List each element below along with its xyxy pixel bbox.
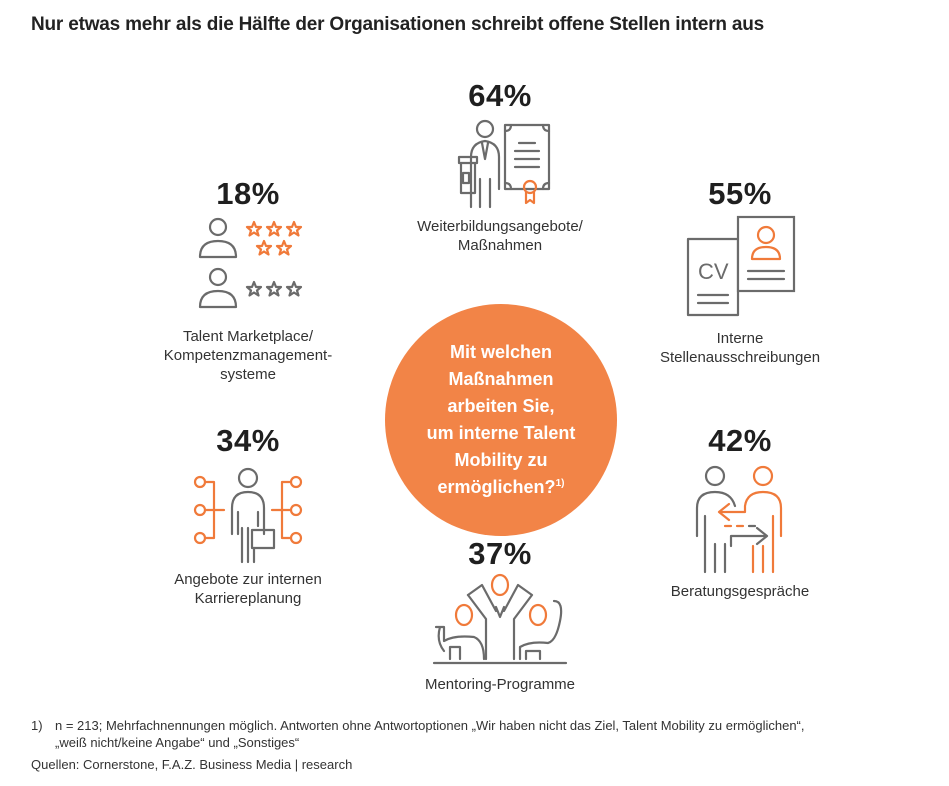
question-line: um interne Talent [426,423,576,443]
item-interne-stellen: 55% CV Interne Stellenausschreibungen [630,178,850,367]
value-label: 55% [708,176,772,211]
person-career-paths-icon [193,467,303,564]
item-karriereplanung: 34% Angebote zur internen Karriereplanun… [138,425,358,608]
label-line: Talent Marketplace/ [182,328,314,345]
value-label: 42% [708,423,772,458]
question-line: Mit welchen [449,342,552,362]
item-label: Angebote zur internen Karriereplanung [138,570,358,608]
item-talent-marketplace: 18% Talent Marketplace/ Kompetenzmanagem… [138,178,358,384]
center-question: Mit welchen Maßnahmen arbeiten Sie, um i… [427,339,576,501]
item-mentoring: 37% Mentoring-Programme [390,538,610,694]
orange-stars [245,220,303,256]
person-certificate-icon [457,119,551,209]
label-line: Interne [716,330,764,347]
label-line: Mentoring-Programme [424,676,576,693]
label-line: Weiterbildungsangebote/ [417,218,583,235]
label-line: systeme [220,366,276,383]
question-line: arbeiten Sie, [447,396,555,416]
label-line: Maßnahmen [457,237,543,254]
cv-documents-icon: CV [686,215,796,317]
footnote-marker: 1) [31,718,43,733]
question-line-last: ermöglichen?1) [427,474,576,501]
value-label: 37% [468,536,532,571]
label-line: Karriereplanung [194,590,302,607]
label-line: Beratungsgespräche [670,583,810,600]
question-line: Maßnahmen [448,369,554,389]
group-mentoring-icon [432,573,568,665]
label-line: Kompetenzmanagement- [163,347,333,364]
two-people-exchange-icon [695,465,783,574]
footnote-ref: 1) [555,478,565,489]
item-label: Beratungsgespräche [630,582,850,601]
question-line: ermöglichen? [437,477,556,497]
item-beratung: 42% Beratungsgespräche [630,425,850,601]
label-line: Angebote zur internen [174,571,322,588]
value-label: 34% [216,423,280,458]
svg-text:CV: CV [698,259,729,284]
question-line: Mobility zu [454,450,548,470]
item-weiterbildung: 64% Weiterbildungsangebote/ Maßnahmen [390,80,610,255]
item-label: Talent Marketplace/ Kompetenzmanagement-… [138,327,358,384]
footnote-line: „weiß nicht/keine Angabe“ und „Sonstiges… [55,735,300,750]
gray-stars [245,280,303,297]
chart-title: Nur etwas mehr als die Hälfte der Organi… [31,14,765,35]
center-question-circle: Mit welchen Maßnahmen arbeiten Sie, um i… [385,304,617,536]
label-line: Stellenausschreibungen [659,349,821,366]
person-rating-stars-icon [198,217,303,309]
item-label: Interne Stellenausschreibungen [630,329,850,367]
item-label: Mentoring-Programme [390,675,610,694]
value-label: 64% [468,78,532,113]
footnote-line: n = 213; Mehrfachnennungen möglich. Antw… [55,718,805,733]
value-label: 18% [216,176,280,211]
footnote: 1) n = 213; Mehrfachnennungen möglich. An… [31,717,805,751]
sources: Quellen: Cornerstone, F.A.Z. Business Me… [31,757,353,772]
item-label: Weiterbildungsangebote/ Maßnahmen [390,217,610,255]
